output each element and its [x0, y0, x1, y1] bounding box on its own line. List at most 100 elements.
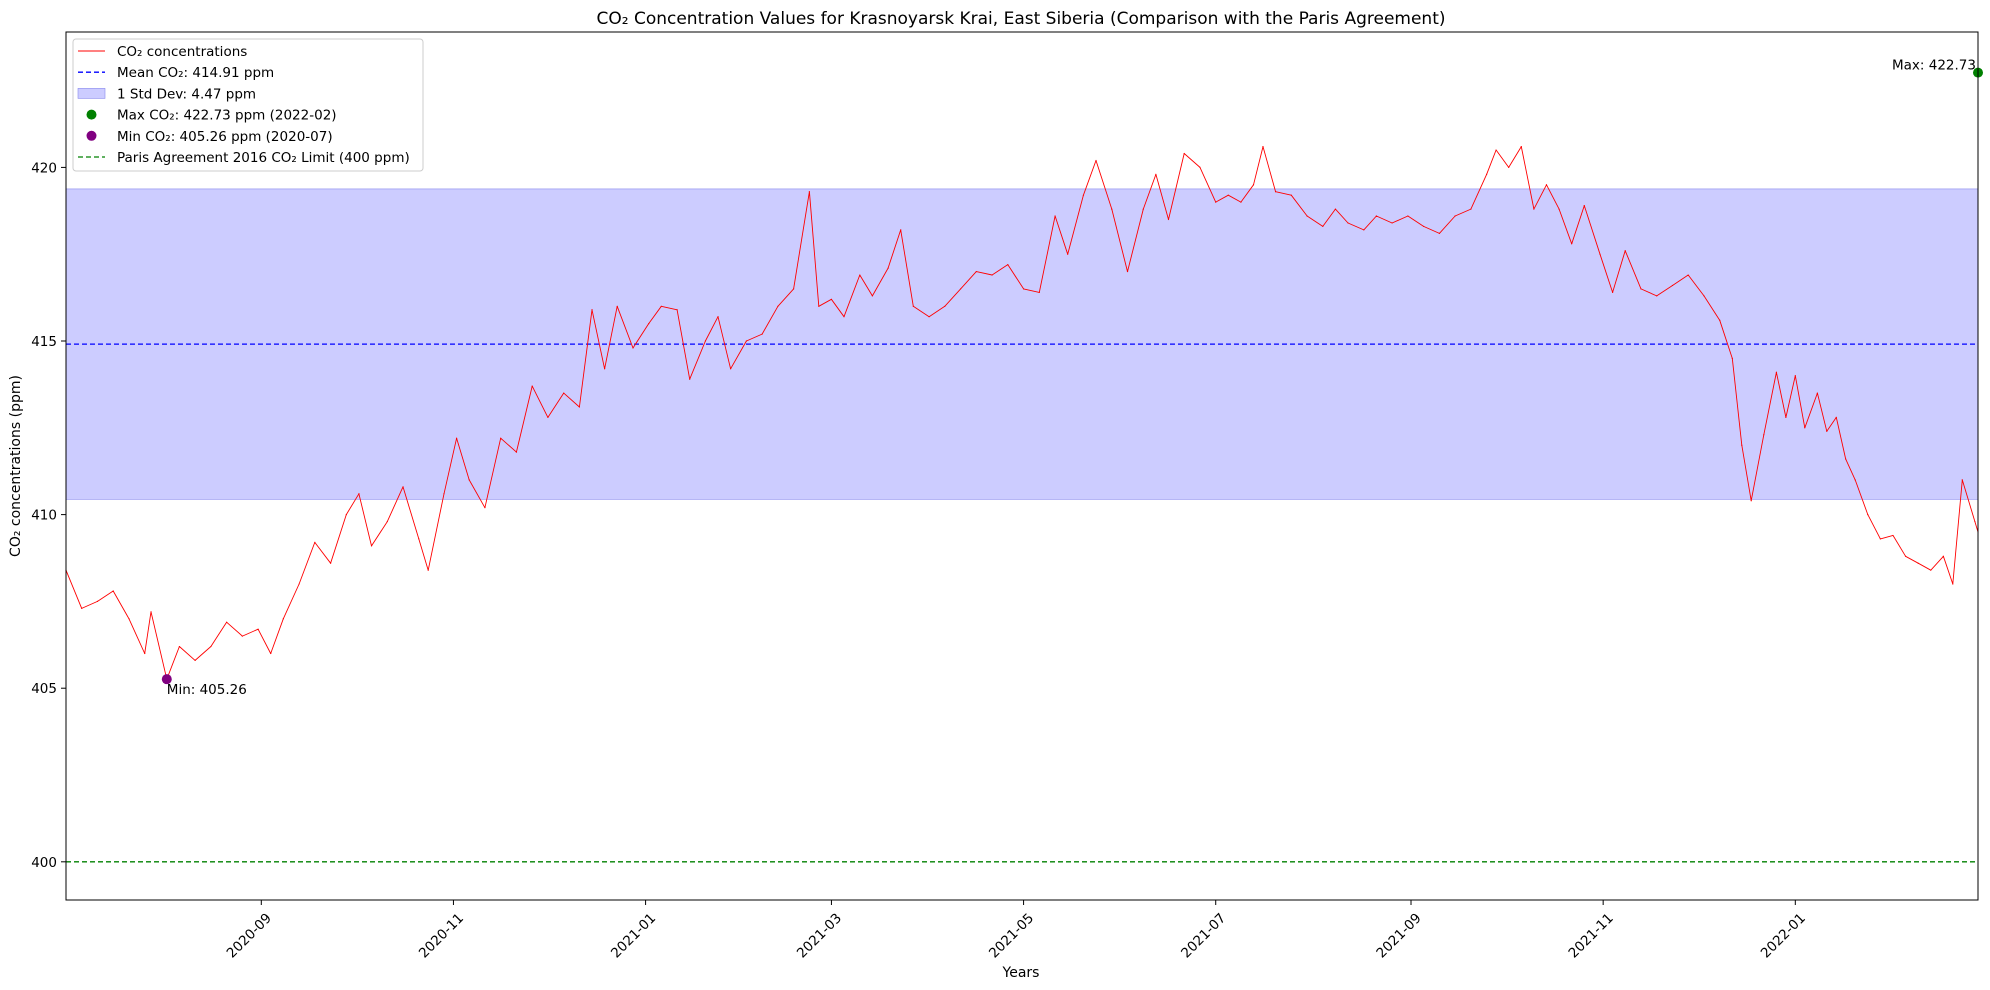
- co2-series-point: [329, 562, 332, 564]
- co2-series-point: [578, 406, 581, 408]
- co2-series-point: [1816, 392, 1818, 394]
- co2-series-point: [210, 645, 212, 648]
- co2-series-point: [1438, 232, 1440, 234]
- co2-series-point: [1067, 253, 1069, 255]
- co2-series-point: [1917, 562, 1919, 564]
- y-axis-label: CO₂ concentrations (ppm): [8, 375, 24, 557]
- co2-series-point: [1719, 319, 1721, 321]
- co2-series-point: [1508, 166, 1510, 169]
- co2-series-point: [991, 274, 993, 276]
- co2-series-point: [500, 437, 502, 439]
- co2-series-point: [1599, 253, 1601, 255]
- co2-series-point: [386, 520, 388, 523]
- legend: CO₂ concentrations Mean CO₂: 414.91 ppm 1 …: [72, 38, 424, 172]
- co2-series-point: [1731, 357, 1733, 359]
- co2-series-point: [1942, 555, 1944, 557]
- co2-series-point: [1640, 288, 1642, 290]
- co2-series-point: [1571, 243, 1573, 245]
- co2-series-point: [745, 340, 747, 342]
- co2-series-point: [468, 479, 470, 481]
- markers-layer: Max: 422.73 Min: 405.26: [161, 58, 1983, 698]
- co2-series-point: [402, 486, 404, 488]
- co2-series-point: [1215, 201, 1217, 203]
- co2-series-point: [761, 333, 763, 335]
- co2-series-point: [1347, 222, 1349, 224]
- co2-series-point: [1306, 215, 1308, 217]
- co2-series-point: [1111, 208, 1113, 210]
- co2-series-point: [1391, 222, 1393, 224]
- co2-series-point: [1656, 295, 1658, 297]
- co2-series-point: [1879, 538, 1881, 540]
- co2-series-point: [81, 607, 83, 609]
- co2-series-point: [563, 392, 565, 394]
- legend-min-swatch: [86, 130, 97, 141]
- co2-series-point: [282, 618, 284, 620]
- y-tick-label: 420: [31, 160, 57, 176]
- y-tick-label: 400: [31, 855, 57, 871]
- co2-series-point: [178, 645, 180, 648]
- min-annotation: Min: 405.26: [167, 682, 247, 698]
- co2-series-point: [226, 621, 228, 623]
- co2-series-point: [944, 305, 946, 307]
- co2-series-point: [1892, 534, 1894, 537]
- co2-series-point: [660, 305, 662, 307]
- co2-series-point: [1082, 194, 1085, 196]
- co2-series-point: [270, 652, 272, 655]
- co2-series-point: [455, 437, 458, 439]
- co2-series-point: [1558, 208, 1560, 210]
- co2-series-point: [975, 270, 977, 273]
- co2-series-point: [632, 347, 634, 349]
- co2-series-point: [128, 618, 130, 620]
- co2-series-point: [1142, 208, 1144, 210]
- legend-co2-label: CO₂ concentrations: [117, 44, 247, 60]
- co2-series-point: [676, 309, 678, 311]
- legend-entries: CO₂ concentrations Mean CO₂: 414.91 ppm 1 …: [77, 44, 410, 166]
- co2-series-point: [1252, 184, 1255, 186]
- legend-max-swatch: [86, 109, 97, 120]
- co2-series-point: [531, 385, 533, 387]
- legend-mean-label: Mean CO₂: 414.91 ppm: [117, 65, 274, 81]
- co2-series-point: [1290, 194, 1292, 196]
- co2-series-point: [887, 267, 889, 269]
- co2-series-point: [515, 451, 518, 453]
- co2-series-point: [648, 323, 650, 325]
- co2-series-point: [345, 514, 347, 516]
- co2-series-point: [1167, 218, 1170, 221]
- co2-series-point: [1470, 208, 1472, 210]
- co2-series-point: [1454, 215, 1456, 217]
- co2-series-point: [830, 298, 833, 300]
- co2-series-point: [704, 340, 707, 342]
- co2-series-point: [370, 545, 373, 547]
- co2-series-point: [1274, 191, 1277, 193]
- co2-series-point: [777, 305, 779, 307]
- co2-series-point: [1262, 145, 1264, 148]
- co2-series-point: [1804, 427, 1806, 429]
- co2-series-point: [1375, 215, 1377, 217]
- reference-lines-layer: [66, 343, 1978, 863]
- co2-series-point: [900, 229, 902, 231]
- co2-series-point: [717, 316, 719, 318]
- co2-series-point: [1671, 284, 1674, 287]
- co2-series-point: [1703, 295, 1705, 297]
- co2-series-point: [859, 274, 861, 276]
- co2-series-point: [144, 652, 146, 655]
- co2-series-point: [1904, 555, 1907, 557]
- co2-series-point: [1974, 520, 1976, 523]
- co2-series-point: [1495, 149, 1497, 151]
- co2-series-point: [689, 378, 691, 380]
- co2-series-point: [871, 295, 873, 297]
- co2-series-point: [1407, 215, 1409, 217]
- y-tick-label: 415: [31, 334, 57, 350]
- legend-std-label: 1 Std Dev: 4.47 ppm: [117, 86, 256, 102]
- legend-paris-label: Paris Agreement 2016 CO₂ Limit (400 ppm): [117, 150, 410, 166]
- legend-std-swatch: [77, 88, 106, 99]
- co2-series-point: [1750, 500, 1752, 502]
- co2-series-point: [730, 368, 732, 370]
- max-annotation: Max: 422.73: [1892, 58, 1976, 74]
- co2-series-point: [1054, 215, 1056, 217]
- legend-max-label: Max CO₂: 422.73 ppm (2022-02): [117, 108, 337, 124]
- co2-series-point: [1583, 205, 1585, 207]
- co2-series-point: [1961, 479, 1963, 481]
- co2-series-line: [65, 146, 1979, 680]
